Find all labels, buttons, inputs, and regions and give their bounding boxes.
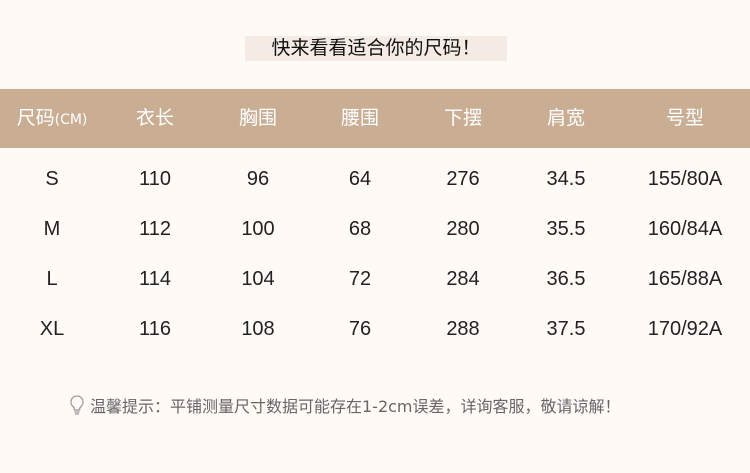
table-cell: 100 bbox=[241, 218, 275, 240]
table-cell: 280 bbox=[446, 218, 480, 240]
header-cell: 肩宽 bbox=[547, 89, 585, 148]
table-cell: 165/88A bbox=[647, 268, 723, 290]
unit-label: (CM) bbox=[54, 112, 88, 128]
header-label: 号型 bbox=[665, 107, 705, 129]
table-cell: 64 bbox=[348, 168, 372, 190]
header-label: 下摆 bbox=[443, 107, 483, 129]
table-cell: 284 bbox=[446, 268, 480, 290]
table-cell: 34.5 bbox=[546, 168, 586, 190]
table-cell: 76 bbox=[348, 318, 372, 340]
header-label: 肩宽 bbox=[546, 107, 586, 129]
table-cell: 116 bbox=[139, 318, 171, 340]
header-cell: 衣长 bbox=[136, 89, 174, 148]
page-title: 快来看看适合你的尺码！ bbox=[245, 36, 507, 61]
table-cell: 108 bbox=[241, 318, 275, 340]
header-cell: 下摆 bbox=[444, 89, 482, 148]
lightbulb-icon bbox=[70, 395, 84, 415]
header-label: 尺码 bbox=[16, 107, 55, 129]
header-cell: 腰围 bbox=[341, 89, 379, 148]
tip-text: 温馨提示：平铺测量尺寸数据可能存在1-2cm误差，详询客服，敬请谅解！ bbox=[90, 397, 621, 416]
table-cell: 170/92A bbox=[647, 318, 723, 340]
header-cell: 尺码(CM) bbox=[17, 89, 88, 150]
table-cell: 288 bbox=[446, 318, 480, 340]
table-cell: S bbox=[45, 168, 59, 190]
table-cell: 155/80A bbox=[647, 168, 723, 190]
header-cell: 胸围 bbox=[239, 89, 277, 148]
table-cell: XL bbox=[39, 318, 65, 340]
table-cell: 36.5 bbox=[546, 268, 586, 290]
table-cell: 276 bbox=[446, 168, 480, 190]
table-cell: M bbox=[43, 218, 61, 240]
header-label: 衣长 bbox=[135, 107, 175, 129]
table-cell: 114 bbox=[139, 268, 171, 290]
header-label: 胸围 bbox=[238, 107, 278, 129]
table-cell: L bbox=[46, 268, 58, 290]
table-cell: 72 bbox=[348, 268, 372, 290]
table-cell: 35.5 bbox=[546, 218, 586, 240]
table-cell: 160/84A bbox=[647, 218, 723, 240]
table-header: 尺码(CM) 衣长 胸围 腰围 下摆 肩宽 号型 bbox=[0, 89, 750, 148]
table-cell: 104 bbox=[241, 268, 275, 290]
table-cell: 112 bbox=[139, 218, 171, 240]
table-cell: 68 bbox=[348, 218, 372, 240]
header-label: 腰围 bbox=[340, 107, 380, 129]
header-cell: 号型 bbox=[666, 89, 704, 148]
table-cell: 110 bbox=[139, 168, 171, 190]
table-cell: 37.5 bbox=[546, 318, 586, 340]
table-cell: 96 bbox=[246, 168, 270, 190]
tip-note: 温馨提示：平铺测量尺寸数据可能存在1-2cm误差，详询客服，敬请谅解！ bbox=[68, 393, 621, 417]
